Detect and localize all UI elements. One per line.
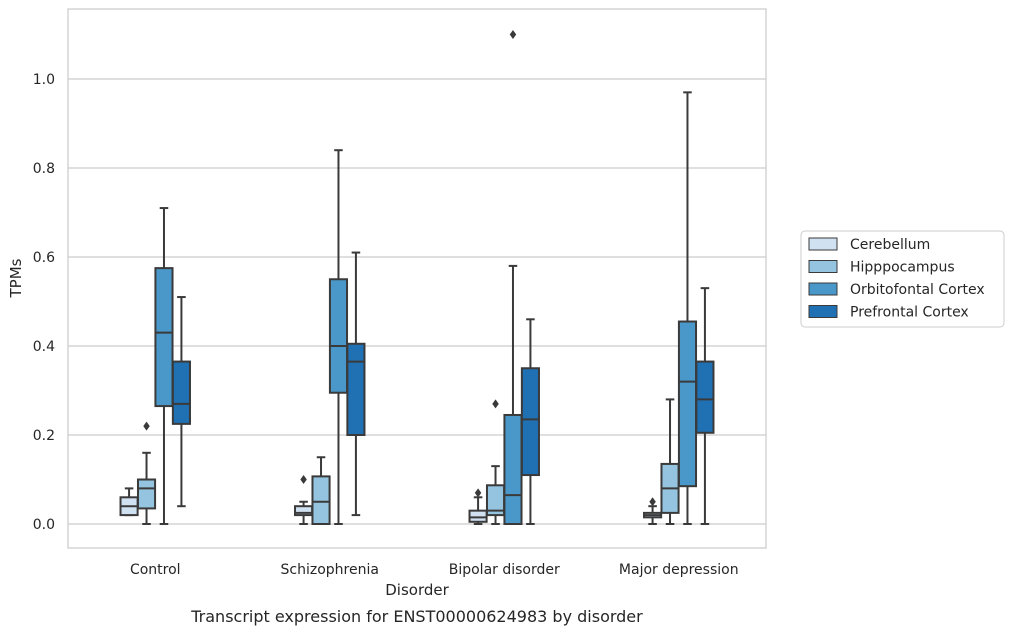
box-cerebellum xyxy=(294,475,314,525)
x-tick-label: Major depression xyxy=(619,562,739,578)
box-orbitofontal-cortex xyxy=(503,30,523,526)
outlier-point xyxy=(492,399,499,409)
x-tick-label: Bipolar disorder xyxy=(449,562,560,578)
legend-swatch xyxy=(808,282,838,296)
y-axis-ticks: 0.0 0.2 0.4 0.6 0.8 1.0 xyxy=(33,72,55,533)
legend-swatch xyxy=(808,260,838,273)
box-cerebellum xyxy=(643,497,663,525)
box-iqr xyxy=(346,342,366,436)
outlier-point xyxy=(509,30,517,39)
legend-label: Cerebellum xyxy=(850,237,930,253)
box-iqr xyxy=(695,360,715,434)
outlier-point xyxy=(300,475,307,484)
box-iqr xyxy=(520,367,540,477)
outlier-point xyxy=(143,421,150,431)
y-tick-label: 1.0 xyxy=(33,72,55,88)
x-axis-ticks: Control Schizophrenia Bipolar disorder Majo… xyxy=(130,562,739,578)
box-iqr xyxy=(171,360,191,425)
box-iqr xyxy=(503,413,523,526)
legend-label: Orbitofontal Cortex xyxy=(850,282,985,298)
y-axis-label: TPMs xyxy=(7,258,25,298)
box-orbitofontal-cortex xyxy=(677,91,698,525)
chart-caption: Transcript expression for ENST0000062498… xyxy=(190,607,643,626)
x-tick-label: Schizophrenia xyxy=(281,562,379,578)
x-tick-label: Control xyxy=(130,562,181,578)
legend-label: Prefrontal Cortex xyxy=(850,305,969,321)
y-tick-label: 0.0 xyxy=(33,517,55,533)
y-tick-label: 0.6 xyxy=(33,250,55,266)
box-iqr xyxy=(154,267,174,408)
outlier-point xyxy=(474,488,482,498)
y-tick-label: 0.8 xyxy=(33,161,55,177)
legend: Cerebellum Hipppocampus Orbitofontal Corte… xyxy=(800,230,1005,328)
box-iqr xyxy=(468,509,488,523)
box-cerebellum xyxy=(119,487,139,517)
plot-frame xyxy=(67,8,767,549)
box-prefrontal-cortex xyxy=(520,318,540,525)
box-orbitofontal-cortex xyxy=(328,149,349,525)
x-axis-label: Disorder xyxy=(385,581,449,599)
legend-swatch xyxy=(808,237,838,251)
legend-swatch xyxy=(808,305,838,318)
box-iqr xyxy=(677,320,698,488)
box-hipppocampus xyxy=(660,398,680,525)
box-iqr xyxy=(311,475,331,526)
box-cerebellum xyxy=(468,488,488,525)
box-orbitofontal-cortex xyxy=(154,207,174,525)
legend-box xyxy=(800,230,1005,328)
box-prefrontal-cortex xyxy=(346,251,366,517)
box-prefrontal-cortex xyxy=(695,287,715,525)
y-tick-label: 0.4 xyxy=(33,339,55,355)
box-hipppocampus xyxy=(485,399,506,525)
box-iqr xyxy=(136,478,157,510)
box-prefrontal-cortex xyxy=(171,296,191,508)
outlier-point xyxy=(649,497,656,507)
box-hipppocampus xyxy=(136,421,157,525)
y-tick-label: 0.2 xyxy=(33,428,55,444)
box-hipppocampus xyxy=(311,456,331,526)
legend-label: Hipppocampus xyxy=(850,260,955,276)
box-series xyxy=(119,30,715,526)
box-iqr xyxy=(328,278,349,394)
